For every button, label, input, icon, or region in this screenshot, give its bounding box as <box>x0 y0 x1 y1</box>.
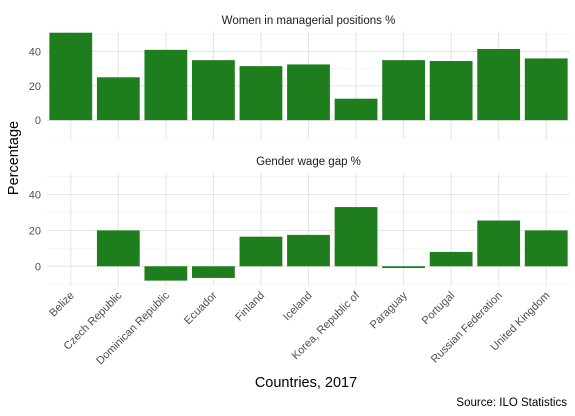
x-tick-label: Paraguay <box>368 289 410 331</box>
bar-1-3 <box>144 49 188 121</box>
bar-1-5 <box>239 66 283 121</box>
panel-title: Gender wage gap % <box>256 156 361 168</box>
y-tick-label: 40 <box>29 190 41 202</box>
x-tick-label: Portugal <box>420 290 457 327</box>
bar-1-4 <box>192 60 235 121</box>
bar-2-3 <box>144 266 188 281</box>
bar-2-7 <box>334 207 378 267</box>
source-caption: Source: ILO Statistics <box>456 397 567 409</box>
bar-2-11 <box>524 230 568 267</box>
bar-1-6 <box>287 64 330 121</box>
bar-2-10 <box>477 220 521 267</box>
chart-panel-2: 0 20 40 Gender wage gap % <box>29 156 570 286</box>
x-tick-label: Iceland <box>281 290 315 324</box>
bar-1-7 <box>334 98 378 121</box>
panel-title: Women in managerial positions % <box>222 15 396 27</box>
y-tick-label: 20 <box>29 81 41 93</box>
x-axis-title: Countries, 2017 <box>255 375 357 391</box>
bar-2-8 <box>382 266 425 269</box>
bar-1-9 <box>429 61 473 121</box>
y-tick-label: 40 <box>29 47 41 59</box>
x-tick-label: Ecuador <box>182 289 220 327</box>
y-tick-label: 20 <box>29 225 41 237</box>
bar-2-9 <box>429 251 473 267</box>
y-tick-label: 0 <box>35 261 41 273</box>
chart-panels: 0 20 40 Women in managerial positions % 0 20 4… <box>29 15 570 286</box>
x-tick-label: Finland <box>233 290 267 324</box>
bar-2-2 <box>96 230 140 267</box>
y-axis-title: Percentage <box>6 121 22 195</box>
bar-1-1 <box>49 32 93 121</box>
bar-1-11 <box>524 58 568 121</box>
bar-2-6 <box>287 234 330 267</box>
chart-panel-1: 0 20 40 Women in managerial positions % <box>29 15 570 139</box>
bar-1-10 <box>477 49 521 121</box>
y-tick-label: 0 <box>35 115 41 127</box>
bar-1-2 <box>96 77 140 121</box>
bar-2-5 <box>239 236 283 267</box>
bar-2-4 <box>192 266 235 278</box>
bar-1-8 <box>382 60 425 121</box>
x-tick-label: Belize <box>47 290 77 320</box>
